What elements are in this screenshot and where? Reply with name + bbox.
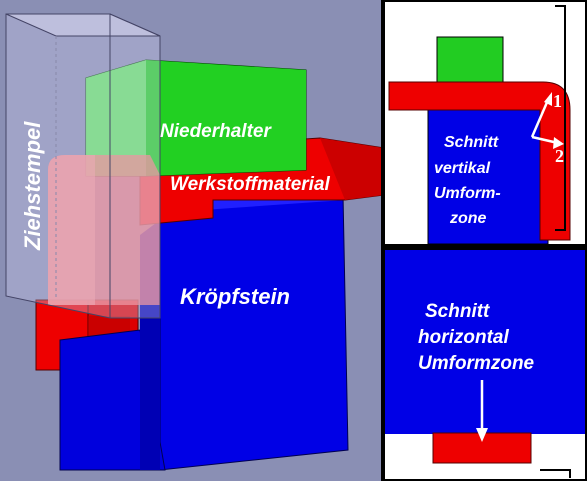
horizontal-section-line-3: Umformzone: [418, 353, 535, 374]
horizontal-section-line-2: horizontal: [418, 327, 509, 348]
vertical-section-line-2: vertikal: [434, 160, 491, 177]
arrow-1-icon: [530, 99, 550, 138]
vertical-section-line-4: zone: [449, 210, 487, 227]
panel-divider-vertical: [381, 0, 385, 481]
ziehstempel-box: [5, 13, 161, 319]
arrow-1-label: 1: [553, 91, 562, 111]
panel-divider-horizontal: [381, 244, 587, 250]
vertical-section-holder: [436, 36, 504, 84]
punch-core: [48, 155, 160, 305]
vertical-section-panel: Schnitt vertikal Umform- zone 1 2: [385, 2, 585, 245]
niederhalter-label: Niederhalter: [160, 121, 272, 142]
vertical-section-die: [427, 103, 549, 245]
niederhalter-block: [85, 59, 307, 177]
main-view: Ziehstempel Niederhalter Werkstoffmateri…: [0, 0, 385, 481]
werkstoff-label: Werkstoffmaterial: [170, 174, 331, 195]
horizontal-section-bracket: [540, 469, 571, 478]
kroepfstein-block: [59, 194, 349, 471]
horizontal-section-line-1: Schnitt: [425, 301, 490, 322]
arrow-2-label: 2: [555, 146, 564, 166]
ziehstempel-label: Ziehstempel: [20, 121, 45, 251]
horizontal-section-panel: Schnitt horizontal Umformzone: [385, 250, 585, 479]
kroepfstein-label: Kröpfstein: [180, 284, 290, 309]
vertical-section-line-3: Umform-: [434, 185, 501, 202]
direction-arrows: 1 2: [530, 91, 564, 166]
vertical-section-line-1: Schnitt: [444, 134, 499, 151]
vertical-section-bracket: [555, 5, 566, 231]
